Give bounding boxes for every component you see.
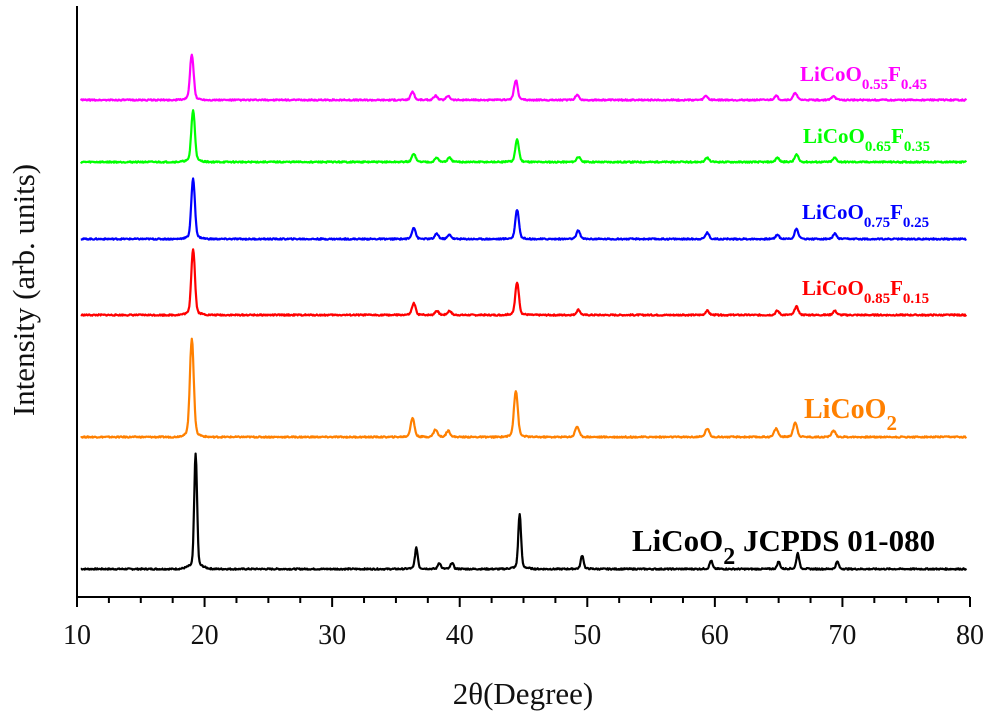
x-axis-tick-labels: 10 20 30 40 50 60 70 80 [63, 620, 984, 651]
label-subscript: 2 [723, 544, 735, 570]
series-labels: LiCoO2 JCPDS 01-080LiCoO2LiCoO0.85F0.15L… [632, 62, 935, 570]
series-label: LiCoO0.65F0.35 [803, 124, 930, 155]
series-label: LiCoO2 JCPDS 01-080 [632, 523, 935, 570]
x-axis-title: 2θ(Degree) [453, 676, 593, 711]
label-text: LiCoO [800, 62, 862, 86]
series-line [80, 337, 968, 439]
label-subscript: 0.15 [903, 291, 929, 307]
label-subscript: 0.45 [901, 77, 927, 93]
label-text: LiCoO [802, 276, 864, 300]
series-line [80, 248, 968, 317]
y-axis-title: Intensity (arb. units) [6, 164, 41, 416]
label-text: LiCoO [802, 200, 864, 224]
x-tick-label: 40 [446, 620, 474, 651]
series-line [80, 452, 968, 571]
label-subscript: 0.65 [865, 139, 891, 155]
label-text: LiCoO [803, 124, 865, 148]
label-text: JCPDS 01-080 [735, 523, 935, 558]
x-tick-label: 20 [191, 620, 219, 651]
x-axis-ticks [76, 597, 971, 607]
series-group [79, 53, 968, 571]
label-subscript: 0.75 [864, 215, 890, 231]
series-label: LiCoO0.55F0.45 [800, 62, 927, 93]
label-text: F [890, 276, 903, 300]
series-label: LiCoO2 [804, 394, 897, 435]
series-line [79, 53, 968, 102]
label-text: LiCoO [804, 394, 886, 425]
label-text: F [888, 62, 901, 86]
label-text: F [891, 124, 904, 148]
x-tick-label: 30 [318, 620, 346, 651]
x-tick-label: 50 [573, 620, 601, 651]
label-subscript: 0.85 [864, 291, 890, 307]
x-tick-label: 60 [701, 620, 729, 651]
label-text: F [890, 200, 903, 224]
label-subscript: 0.25 [903, 215, 929, 231]
series-line [79, 109, 968, 164]
x-tick-label: 10 [63, 620, 91, 651]
series-label: LiCoO0.85F0.15 [802, 276, 929, 307]
series-line [80, 177, 967, 241]
label-subscript: 0.55 [862, 77, 888, 93]
x-tick-label: 70 [828, 620, 856, 651]
plot-frame [76, 6, 970, 598]
label-text: LiCoO [632, 523, 723, 558]
series-label: LiCoO0.75F0.25 [802, 200, 929, 231]
label-subscript: 0.35 [904, 139, 930, 155]
label-subscript: 2 [886, 411, 897, 435]
x-tick-label: 80 [956, 620, 984, 651]
